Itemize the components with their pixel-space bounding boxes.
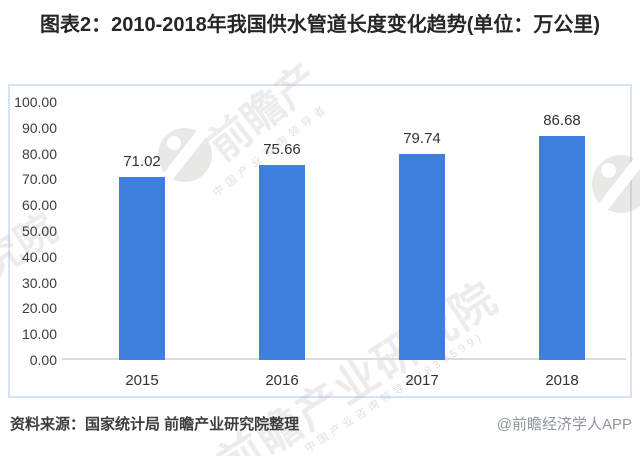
plot-area: 100.00 90.00 80.00 70.00 60.00 50.00 40.00 30.0… bbox=[10, 86, 630, 396]
bar-2018 bbox=[539, 136, 585, 360]
bar-2017 bbox=[399, 154, 445, 360]
y-axis-tick-label: 60.00 bbox=[21, 197, 57, 214]
y-axis-tick-label: 10.00 bbox=[21, 326, 57, 343]
x-axis-category-label: 2018 bbox=[545, 372, 579, 389]
bar-2015 bbox=[119, 177, 165, 360]
watermark-code-text: 839599) bbox=[0, 301, 3, 350]
chart-title: 图表2：2010-2018年我国供水管道长度变化趋势(单位：万公里) bbox=[39, 14, 601, 36]
y-axis-tick-label: 90.00 bbox=[21, 119, 57, 136]
y-axis-tick-label: 30.00 bbox=[21, 274, 57, 291]
x-axis-category-label: 2016 bbox=[265, 372, 299, 389]
y-axis-tick-label: 80.00 bbox=[21, 145, 57, 162]
x-axis-line bbox=[62, 358, 626, 360]
bar-value-label: 71.02 bbox=[123, 153, 161, 170]
y-axis-tick-label: 20.00 bbox=[21, 300, 57, 317]
data-source-text: 资料来源：国家统计局 前瞻产业研究院整理 bbox=[10, 416, 300, 433]
y-axis-tick-label: 0.00 bbox=[29, 352, 57, 368]
y-axis-tick-label: 40.00 bbox=[21, 248, 57, 265]
bar-value-label: 75.66 bbox=[263, 141, 301, 158]
y-axis-tick-label: 70.00 bbox=[21, 171, 57, 188]
x-axis-category-label: 2015 bbox=[125, 372, 159, 389]
bar-value-label: 86.68 bbox=[543, 112, 581, 129]
chart-panel bbox=[8, 84, 632, 398]
y-axis-tick-label: 50.00 bbox=[21, 223, 57, 239]
y-axis-tick-label: 100.00 bbox=[14, 94, 57, 110]
credit-text: @前瞻经济学人APP bbox=[496, 416, 632, 433]
x-axis-category-label: 2017 bbox=[405, 372, 439, 389]
bar-2016 bbox=[259, 165, 305, 360]
bar-value-label: 79.74 bbox=[403, 130, 441, 147]
